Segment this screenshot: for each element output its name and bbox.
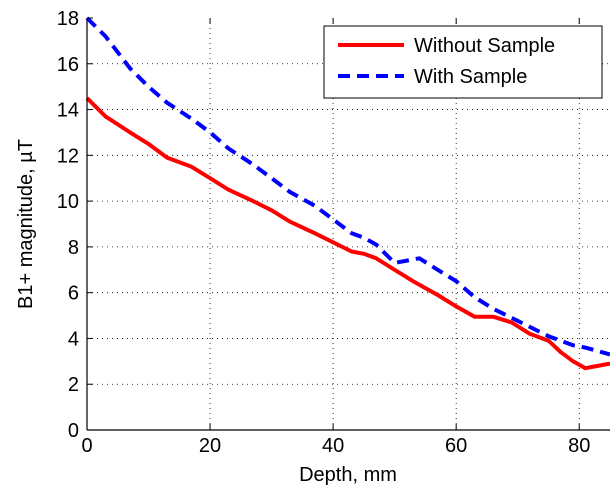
legend-label-without-sample: Without Sample	[414, 35, 555, 57]
y-tick-label: 0	[68, 420, 79, 442]
y-tick-label: 10	[57, 191, 79, 213]
x-tick-label: 60	[445, 435, 467, 457]
y-tick-label: 2	[68, 374, 79, 396]
legend-label-with-sample: With Sample	[414, 66, 527, 88]
x-axis-label: Depth, mm	[299, 464, 397, 486]
series-line-without-sample	[85, 96, 610, 371]
y-tick-label: 8	[68, 237, 79, 259]
x-tick-label: 40	[322, 435, 344, 457]
legend-box	[323, 25, 603, 99]
y-axis-label: B1+ magnitude, µT	[15, 139, 37, 309]
legend: Without Sample With Sample	[323, 25, 603, 99]
grid	[87, 18, 610, 430]
series-line-with-sample	[85, 16, 610, 357]
y-tick-label: 12	[57, 145, 79, 167]
y-tick-label: 18	[57, 8, 79, 30]
y-tick-label: 6	[68, 283, 79, 305]
y-tick-label: 4	[68, 328, 79, 350]
x-tick-label: 20	[199, 435, 221, 457]
tick-labels: 0 20 40 60 80 0 2 4 6 8 10 12 14 16 18	[57, 8, 591, 457]
y-tick-label: 16	[57, 54, 79, 76]
x-tick-label: 80	[568, 435, 590, 457]
y-tick-label: 14	[57, 100, 79, 122]
series-lines	[85, 16, 610, 371]
x-tick-label: 0	[81, 435, 92, 457]
axes	[86, 17, 610, 431]
